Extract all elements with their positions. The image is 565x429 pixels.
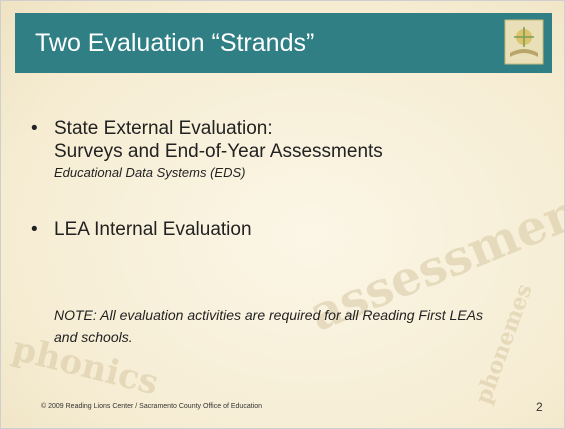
bullet: • (31, 118, 38, 140)
note: NOTE: All evaluation activities are requ… (54, 307, 483, 323)
watermark: phonemes (470, 280, 537, 407)
bullet-subtext: Educational Data Systems (EDS) (54, 165, 245, 180)
page-number: 2 (536, 400, 543, 414)
bullet-text: Surveys and End-of-Year Assessments (54, 141, 383, 163)
slide-title: Two Evaluation “Strands” (35, 29, 314, 58)
note: and schools. (54, 329, 133, 345)
bullet-text: LEA Internal Evaluation (54, 219, 252, 241)
logo-icon (504, 19, 544, 65)
footer: © 2009 Reading Lions Center / Sacramento… (41, 403, 262, 410)
bullet-text: State External Evaluation: (54, 118, 273, 140)
bullet: • (31, 219, 38, 241)
slide: assessment phonics phonemes Two Evaluati… (0, 0, 565, 429)
page: {"slide": {"title": "Two Evaluation \u20… (0, 0, 565, 429)
header-bar: Two Evaluation “Strands” (15, 13, 552, 73)
